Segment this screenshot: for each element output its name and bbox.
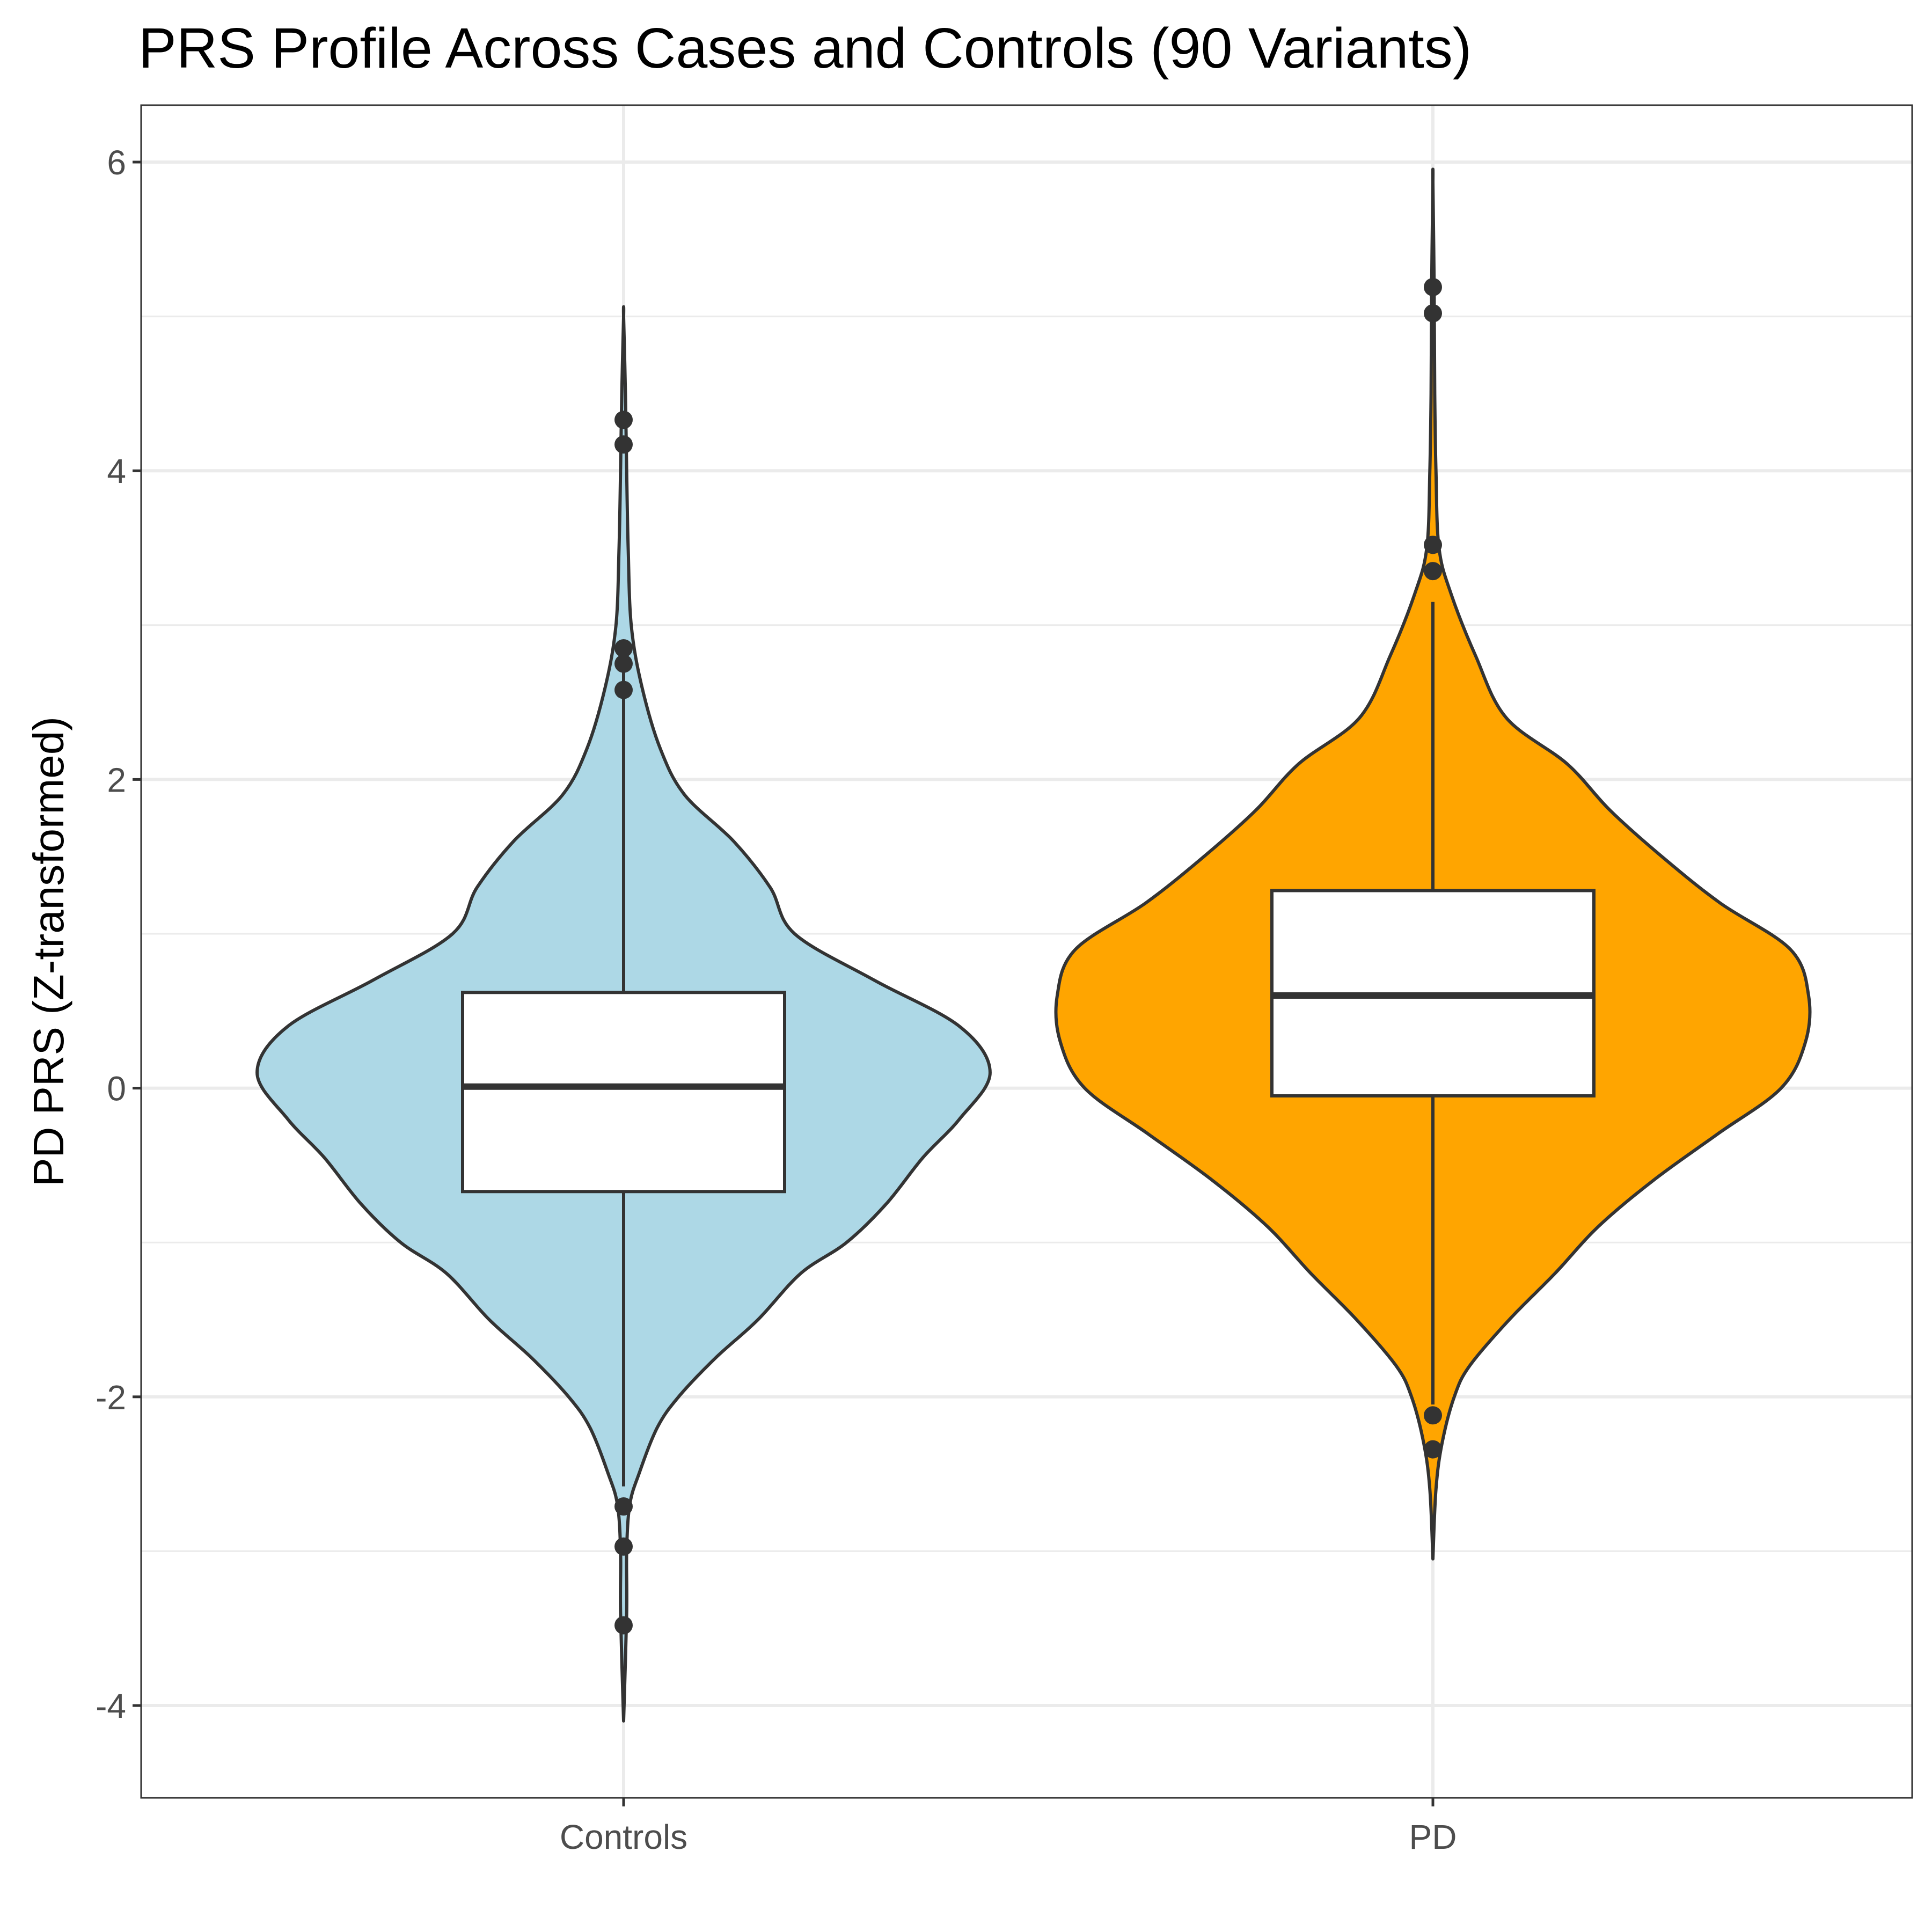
outlier-point xyxy=(1424,277,1442,296)
violin-group-controls xyxy=(255,305,992,1723)
outlier-point xyxy=(614,1616,633,1635)
x-tick-label: Controls xyxy=(560,1818,687,1856)
box-iqr xyxy=(461,991,786,1194)
x-tick-label: PD xyxy=(1409,1818,1457,1856)
y-axis-title: PD PRS (Z-transformed) xyxy=(25,716,72,1187)
outlier-point xyxy=(614,1497,633,1516)
outlier-point xyxy=(1424,562,1442,581)
y-tick-label: 2 xyxy=(107,760,126,799)
outlier-point xyxy=(614,680,633,699)
axis-layer: -4 -2 0 2 4 6 Controls PD xyxy=(96,143,1457,1856)
y-tick-label: -2 xyxy=(96,1378,126,1417)
outlier-point xyxy=(1424,304,1442,323)
violin-group-pd xyxy=(1054,167,1812,1561)
outlier-point xyxy=(614,435,633,454)
outlier-point xyxy=(614,1537,633,1556)
outlier-point xyxy=(614,654,633,673)
outlier-point xyxy=(1424,536,1442,554)
outlier-point xyxy=(1424,1406,1442,1425)
chart-title: PRS Profile Across Cases and Controls (9… xyxy=(138,17,1472,80)
y-tick-label: 6 xyxy=(107,143,126,182)
outlier-point xyxy=(614,639,633,657)
violin-layer xyxy=(255,167,1812,1723)
outlier-point xyxy=(1424,1440,1442,1459)
plot-panel-border xyxy=(140,104,1913,1799)
outlier-point xyxy=(614,411,633,429)
y-tick-label: 4 xyxy=(107,452,126,491)
y-tick-label: 0 xyxy=(107,1070,126,1108)
y-tick-label: -4 xyxy=(96,1687,126,1725)
